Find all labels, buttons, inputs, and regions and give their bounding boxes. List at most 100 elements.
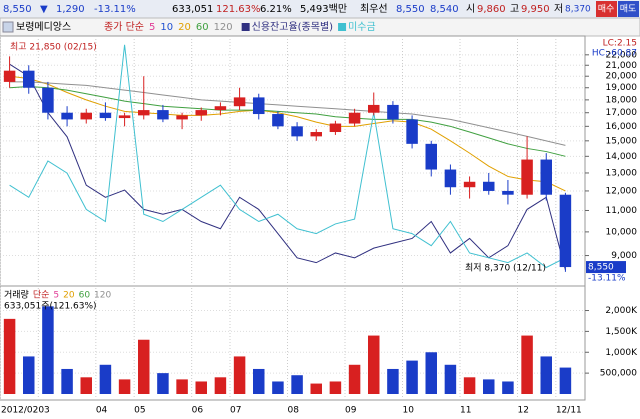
high-annotation: 최고 21,850 (02/15): [10, 42, 97, 53]
sell-label[interactable]: 매도: [620, 4, 637, 15]
y-tick-label: 12,000: [606, 186, 638, 196]
open-label: 시: [466, 3, 475, 15]
volume-bar: [540, 356, 552, 394]
candle-body: [214, 106, 227, 111]
series-line: [9, 63, 566, 271]
legend-entry: 60: [196, 22, 209, 33]
volume-legend: 5: [53, 291, 59, 301]
y-tick-label: 22,000: [606, 50, 638, 60]
volume-legend: 거래량: [4, 289, 29, 301]
volume-bar: [444, 364, 457, 394]
best-label: 최우선: [360, 3, 388, 15]
buy-label[interactable]: 매수: [598, 4, 615, 15]
candle-body: [348, 112, 361, 124]
y-tick-label: 19,000: [606, 83, 638, 93]
candle-body: [310, 132, 322, 137]
price-tag: [586, 261, 626, 274]
volume-bar: [253, 368, 265, 394]
x-tick-label: 03: [38, 406, 49, 416]
legend-entry: 120: [214, 22, 233, 33]
arrow: ▼: [40, 4, 48, 15]
candle-body: [272, 114, 284, 127]
volume-bar: [118, 379, 131, 394]
price: 8,550: [3, 4, 32, 15]
candle-body: [444, 169, 457, 188]
candle-body: [368, 104, 380, 113]
volume-bar: [348, 364, 361, 394]
x-tick-label: 12: [518, 406, 529, 416]
candle-body: [559, 194, 572, 268]
candle-body: [42, 87, 54, 113]
volume-bar: [233, 356, 246, 394]
volume-bar: [406, 360, 418, 394]
x-tick-label: 05: [134, 406, 145, 416]
x-tick-label: 08: [288, 406, 300, 416]
volume-bar: [195, 381, 207, 394]
volume-bar: [521, 335, 533, 394]
candle-body: [291, 126, 303, 137]
tool-icon[interactable]: [2, 21, 14, 33]
candle-body: [138, 110, 150, 116]
candle-body: [3, 70, 16, 82]
best-bid: 8,540: [430, 4, 459, 15]
volume-bar: [138, 339, 150, 394]
volume-bar: [368, 335, 380, 394]
candle-body: [540, 159, 552, 195]
volume-ratio: 121.63%: [216, 4, 261, 15]
y-tick-label: 14,000: [606, 152, 638, 162]
volume-legend: 단순: [33, 290, 50, 301]
volume-bar: [291, 375, 303, 394]
volume-legend: 120: [94, 291, 111, 301]
x-tick-label: 07: [230, 406, 241, 416]
candle-body: [253, 97, 265, 115]
y-tick-label: 13,000: [606, 168, 638, 178]
candle-body: [23, 70, 35, 88]
open: 9,860: [477, 4, 506, 15]
volume-bar: [176, 379, 188, 394]
y-tick-label: 21,000: [606, 61, 638, 71]
volume-bar: [99, 364, 112, 394]
volume-current: 633,051주(121.63%): [4, 301, 97, 312]
volume-bar: [272, 381, 284, 394]
y-tick-label: 18,000: [606, 95, 638, 105]
price-tag-pct: -13.11%: [588, 274, 626, 284]
volume-bar: [310, 383, 322, 394]
volume-bar: [387, 368, 399, 394]
turnover: 6.21%: [260, 4, 292, 15]
candle-body: [61, 112, 73, 120]
candle-body: [176, 115, 188, 120]
price-panel: [0, 35, 586, 287]
candle-body: [195, 110, 207, 116]
sell-button[interactable]: [618, 1, 639, 17]
candle-body: [329, 123, 342, 133]
volume-bar: [463, 377, 476, 394]
volume-bar: [425, 352, 437, 394]
lc-label: LC:2.15: [603, 39, 637, 49]
x-tick-label: 2012/02: [1, 406, 38, 416]
volume-legend: 60: [79, 291, 91, 301]
hc-label: HC:-60.87: [592, 49, 637, 59]
candle-body: [502, 190, 514, 195]
low-label: 저: [554, 3, 563, 15]
series-line: [9, 75, 566, 192]
volume-bar: [3, 318, 16, 394]
legend-entry: 5: [149, 22, 155, 33]
candle-body: [233, 97, 246, 107]
candle-body: [406, 119, 418, 144]
change: 1,290: [56, 4, 85, 15]
series-line: [9, 44, 566, 269]
legend-swatch: [241, 23, 250, 31]
volume-bar: [214, 377, 227, 394]
low-annotation: 최저 8,370 (12/11): [465, 263, 546, 274]
legend-entry: 10: [160, 22, 173, 33]
volume-bar: [157, 373, 169, 394]
best-ask: 8,550: [396, 4, 425, 15]
y-tick-label: 11,000: [606, 206, 638, 216]
stock-name: 보령메디앙스: [16, 21, 71, 33]
x-tick-label: 06: [192, 406, 204, 416]
y-tick-label: 15,000: [606, 136, 638, 146]
high: 9,950: [521, 4, 550, 15]
buy-button[interactable]: [596, 1, 617, 17]
volume-bar: [502, 381, 514, 394]
volume: 633,051: [172, 4, 213, 15]
